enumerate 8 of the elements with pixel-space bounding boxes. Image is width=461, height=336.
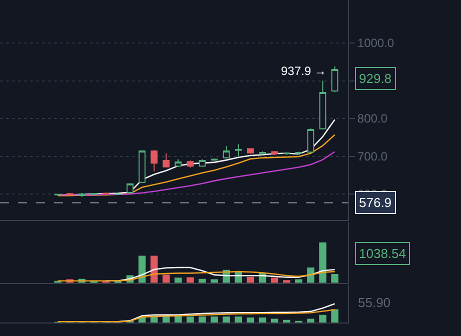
y-tick-label: 800.0	[357, 112, 388, 126]
text: 929.8	[359, 71, 392, 86]
y-tick-label: 700.0	[357, 149, 388, 164]
text: 55.90	[358, 295, 391, 310]
annotation: 937.9 →	[281, 64, 326, 78]
ref-line-label: 576.9	[359, 195, 392, 210]
y-tick-label: 1000.0	[357, 36, 394, 50]
text: 1038.54	[359, 246, 406, 261]
